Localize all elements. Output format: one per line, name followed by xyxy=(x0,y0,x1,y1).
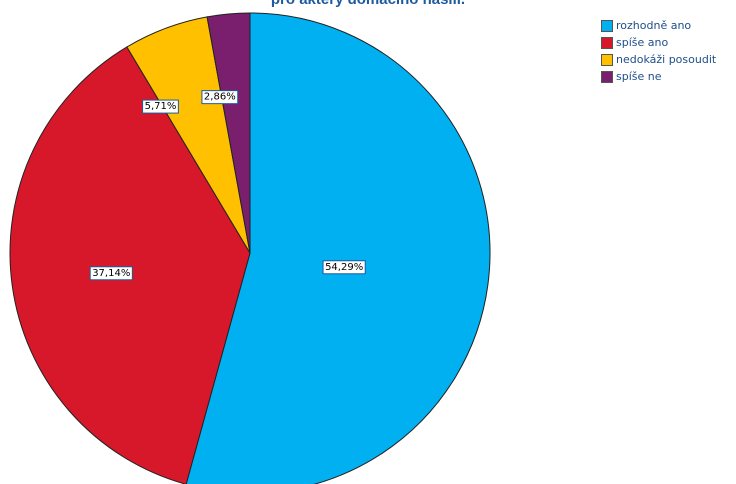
data-label-box xyxy=(201,90,239,105)
data-label-3: 2,86% xyxy=(201,90,239,105)
pie-slice-1 xyxy=(9,46,251,484)
data-label-box xyxy=(142,99,179,114)
legend-swatch-nedokazi-posoudit xyxy=(601,53,613,66)
legend: rozhodně ano spíše ano nedokáži posoudit… xyxy=(601,18,716,86)
data-label-text: 2,86% xyxy=(204,92,236,103)
data-label-box xyxy=(89,266,133,281)
pie-slice-3 xyxy=(206,12,251,254)
legend-item-nedokazi-posoudit: nedokáži posoudit xyxy=(601,52,716,67)
data-label-0: 54,29% xyxy=(322,260,366,275)
data-label-2: 5,71% xyxy=(142,99,179,114)
pie-slice-0 xyxy=(185,12,491,484)
legend-item-rozhodne-ano: rozhodně ano xyxy=(601,18,716,33)
data-label-text: 37,14% xyxy=(92,268,130,279)
legend-label: spíše ne xyxy=(616,70,662,83)
data-label-1: 37,14% xyxy=(89,266,133,281)
legend-swatch-spise-ano xyxy=(601,36,613,49)
legend-swatch-spise-ne xyxy=(601,70,613,83)
data-label-box xyxy=(322,260,366,275)
data-label-text: 54,29% xyxy=(325,262,363,273)
legend-item-spise-ano: spíše ano xyxy=(601,35,716,50)
legend-label: spíše ano xyxy=(616,36,669,49)
legend-item-spise-ne: spíše ne xyxy=(601,69,716,84)
legend-label: nedokáži posoudit xyxy=(616,53,717,66)
chart-title: pro aktéry domácího násilí. xyxy=(0,0,736,8)
legend-swatch-rozhodne-ano xyxy=(601,19,613,32)
legend-label: rozhodně ano xyxy=(616,19,692,32)
data-label-text: 5,71% xyxy=(145,101,177,112)
